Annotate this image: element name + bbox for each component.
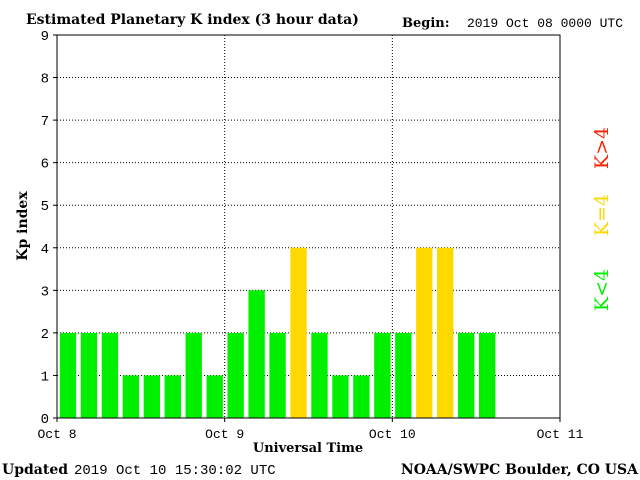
y-tick-label: 6 [41,157,49,173]
kp-bar [269,332,286,418]
kp-bar [80,332,98,418]
x-tick-label: Oct 10 [369,427,416,442]
kp-bar [458,332,475,418]
kp-bar [437,247,454,418]
kp-bar [416,247,433,418]
y-ticks: 0 1 2 3 4 5 6 7 8 9 [41,29,57,428]
y-axis-label: Kp index [15,191,31,261]
updated-label: Updated [2,462,68,478]
kp-bar [164,375,181,418]
y-tick-label: 1 [41,369,49,385]
y-tick-label: 2 [41,327,49,343]
kp-bar [332,375,349,418]
kp-bar [290,247,307,418]
y-tick-label: 3 [41,284,49,300]
kp-bar [227,332,244,418]
begin-value: 2019 Oct 08 0000 UTC [467,16,623,31]
x-tick-label: Oct 11 [537,427,584,442]
begin-label: Begin: [402,16,450,31]
legend-item: K<4 [591,269,613,311]
updated-value: 2019 Oct 10 15:30:02 UTC [74,463,276,479]
y-tick-label: 7 [41,114,49,130]
x-tick-label: Oct 9 [205,427,244,442]
kp-bar [395,332,412,418]
y-tick-label: 8 [41,72,49,88]
y-tick-label: 4 [41,242,49,258]
bars-group [59,247,496,418]
kp-bar [101,332,119,418]
y-tick-label: 0 [41,412,49,428]
legend-item: K>4 [591,127,613,169]
grid-lines [57,35,560,418]
kp-bar [311,332,328,418]
kp-bar [353,375,370,418]
kp-bar [143,375,160,418]
kp-bar [59,332,77,418]
y-tick-label: 9 [41,29,49,45]
x-ticks: Oct 8 Oct 9 Oct 10 Oct 11 [37,418,584,442]
kp-bar [248,290,265,418]
kp-bar [185,332,202,418]
legend-item: K=4 [591,194,613,236]
kp-bar [206,375,223,418]
kp-bar [374,332,391,418]
y-tick-label: 5 [41,199,49,215]
plot-frame [56,34,561,419]
legend: K<4 K=4 K>4 [591,127,613,311]
x-tick-label: Oct 8 [37,427,76,442]
source-credit: NOAA/SWPC Boulder, CO USA [401,462,639,478]
chart-title: Estimated Planetary K index (3 hour data… [26,12,359,28]
kp-bar [478,332,496,418]
x-axis-label: Universal Time [253,441,363,456]
kp-bar [122,375,140,418]
